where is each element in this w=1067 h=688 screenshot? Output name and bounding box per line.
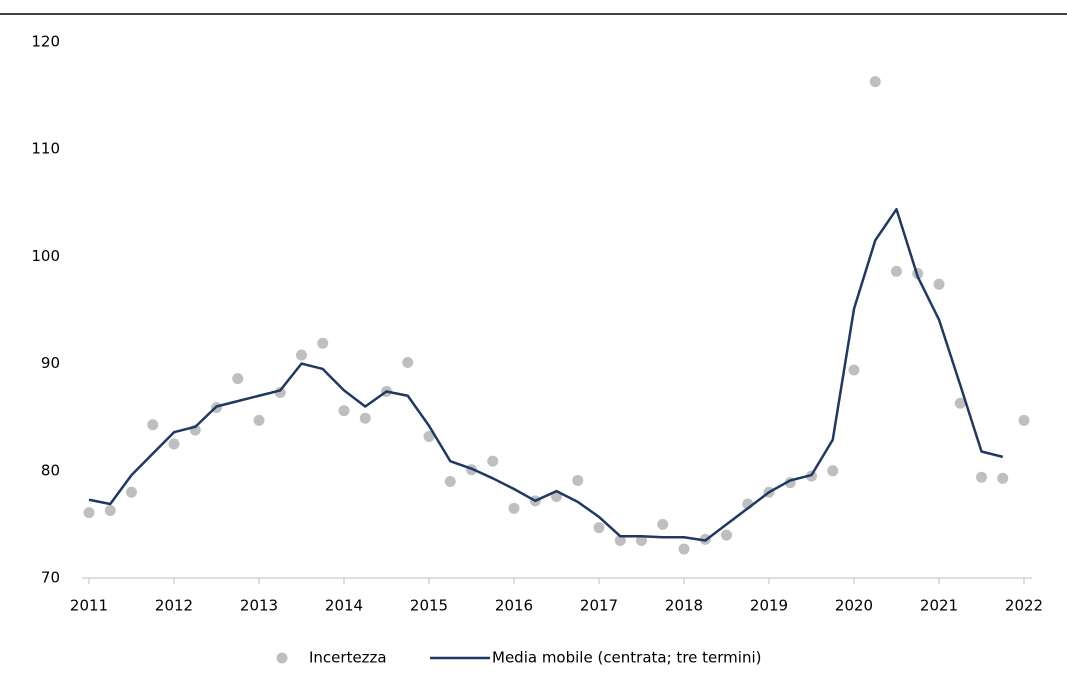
point [487,455,499,467]
point [572,474,584,486]
point [317,337,329,349]
x-tick-label: 2011 [70,597,108,615]
point [126,486,137,498]
x-tick-label: 2014 [325,597,363,615]
point [827,465,839,477]
point [636,534,647,546]
x-tick-label: 2012 [155,597,193,615]
point [657,518,669,530]
point [721,529,732,541]
point [423,430,435,442]
x-tick-label: 2018 [665,597,703,615]
legend-label: Media mobile (centrata; tre termini) [492,649,761,667]
point [954,397,966,409]
point [593,522,605,534]
x-tick-label: 2015 [410,597,448,615]
x-tick-label: 2019 [750,597,788,615]
legend-marker [276,652,288,664]
point [274,387,286,399]
line [88,207,1004,542]
y-tick-label: 90 [41,354,60,372]
point [83,507,95,519]
x-tick-label: 2017 [580,597,618,615]
y-tick-label: 80 [41,461,60,479]
y-tick-label: 110 [31,140,60,158]
x-tick-label: 2016 [495,597,533,615]
point [976,471,987,483]
point [253,414,265,426]
point [168,438,180,450]
point [338,405,350,417]
point [402,357,414,369]
x-tick-label: 2021 [920,597,958,615]
point [444,476,456,488]
point [848,364,860,376]
point [933,278,945,290]
point [232,373,244,385]
y-tick-label: 100 [31,247,60,265]
point [678,543,690,555]
point [104,504,116,516]
point [997,472,1009,484]
point [508,502,520,514]
x-tick-label: 2013 [240,597,278,615]
point [891,265,902,277]
legend-label: Incertezza [309,649,387,667]
point [614,534,626,546]
x-tick-label: 2020 [835,597,873,615]
point [359,412,371,424]
point [296,349,307,361]
y-tick-label: 120 [31,33,60,51]
x-tick-label: 2022 [1005,597,1043,615]
point [147,419,159,431]
point [869,76,881,88]
y-tick-label: 70 [41,569,60,587]
point [1018,414,1030,426]
